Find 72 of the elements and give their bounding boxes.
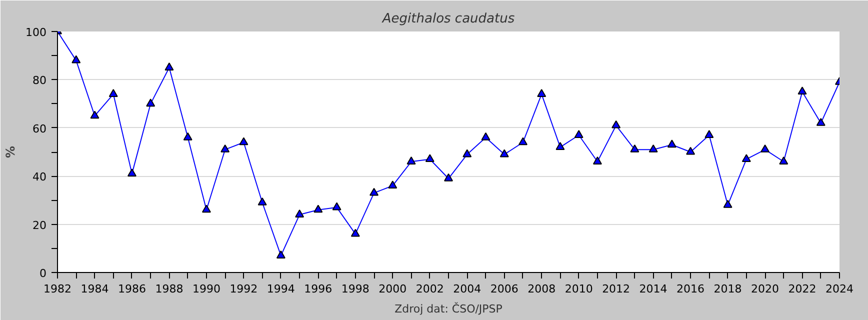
point <box>276 250 286 258</box>
point <box>295 210 304 218</box>
point <box>500 149 509 158</box>
x-tick-label: 1988 <box>155 282 184 296</box>
point <box>406 156 416 164</box>
point <box>686 146 696 155</box>
x-tick-label: 1996 <box>304 282 332 296</box>
point <box>183 132 192 140</box>
point <box>127 168 136 176</box>
point <box>462 149 472 158</box>
y-tick-label: 0 <box>40 267 46 280</box>
x-tick-label: 2012 <box>602 282 630 296</box>
point <box>723 200 732 208</box>
point <box>592 156 602 164</box>
point <box>556 142 565 150</box>
point <box>146 98 156 107</box>
x-tick-label: 2016 <box>676 282 705 296</box>
point <box>779 156 788 164</box>
point <box>537 89 546 97</box>
y-tick-label: 20 <box>32 218 47 232</box>
x-tick-label: 2010 <box>564 282 593 296</box>
y-tick-label: 40 <box>32 170 47 184</box>
point <box>164 62 174 70</box>
point <box>704 130 714 138</box>
y-tick-label: 80 <box>32 74 47 88</box>
point <box>648 144 658 152</box>
x-tick-label: 1994 <box>266 282 295 296</box>
point <box>314 204 323 213</box>
point <box>202 204 211 213</box>
point <box>481 132 490 140</box>
x-tick-label: 2004 <box>453 282 482 296</box>
x-tick-label: 1998 <box>341 282 370 296</box>
x-tick-label: 2018 <box>714 282 742 296</box>
point <box>220 144 230 152</box>
point <box>667 140 676 148</box>
point <box>239 137 248 146</box>
x-tick-label: 2014 <box>639 282 668 296</box>
x-tick-label: 2006 <box>490 282 518 296</box>
x-tick-label: 1984 <box>80 282 109 296</box>
point <box>574 130 584 138</box>
x-tick-label: 2022 <box>788 282 816 296</box>
x-tick-label: 1986 <box>118 282 146 296</box>
point <box>760 144 770 152</box>
point <box>612 120 621 128</box>
text: Zdroj dat: ČSO/JPSP <box>394 302 503 316</box>
point <box>518 137 528 146</box>
y-tick-label: 100 <box>26 26 47 39</box>
point <box>108 89 118 97</box>
point <box>350 228 360 237</box>
point <box>816 118 826 126</box>
point <box>425 154 434 162</box>
point <box>388 180 398 189</box>
x-tick-label: 2002 <box>416 282 444 296</box>
x-tick-label: 2000 <box>378 282 407 296</box>
point <box>742 154 751 162</box>
point <box>370 188 379 196</box>
x-tick-label: 2024 <box>826 282 854 296</box>
point <box>90 110 100 119</box>
x-tick-label: 1990 <box>192 282 220 296</box>
x-tick-label: 1982 <box>44 282 72 296</box>
point <box>72 55 81 64</box>
point <box>258 197 267 206</box>
y-tick-label: 60 <box>32 122 47 136</box>
point <box>798 86 807 95</box>
y-axis-title: % <box>4 146 18 158</box>
x-tick-label: 1992 <box>230 282 258 296</box>
point <box>630 144 640 152</box>
chart-title: Aegithalos caudatus <box>381 12 515 26</box>
x-tick-label: 2020 <box>751 282 780 296</box>
x-tick-label: 2008 <box>528 282 556 296</box>
point <box>332 202 342 210</box>
point <box>444 173 453 182</box>
